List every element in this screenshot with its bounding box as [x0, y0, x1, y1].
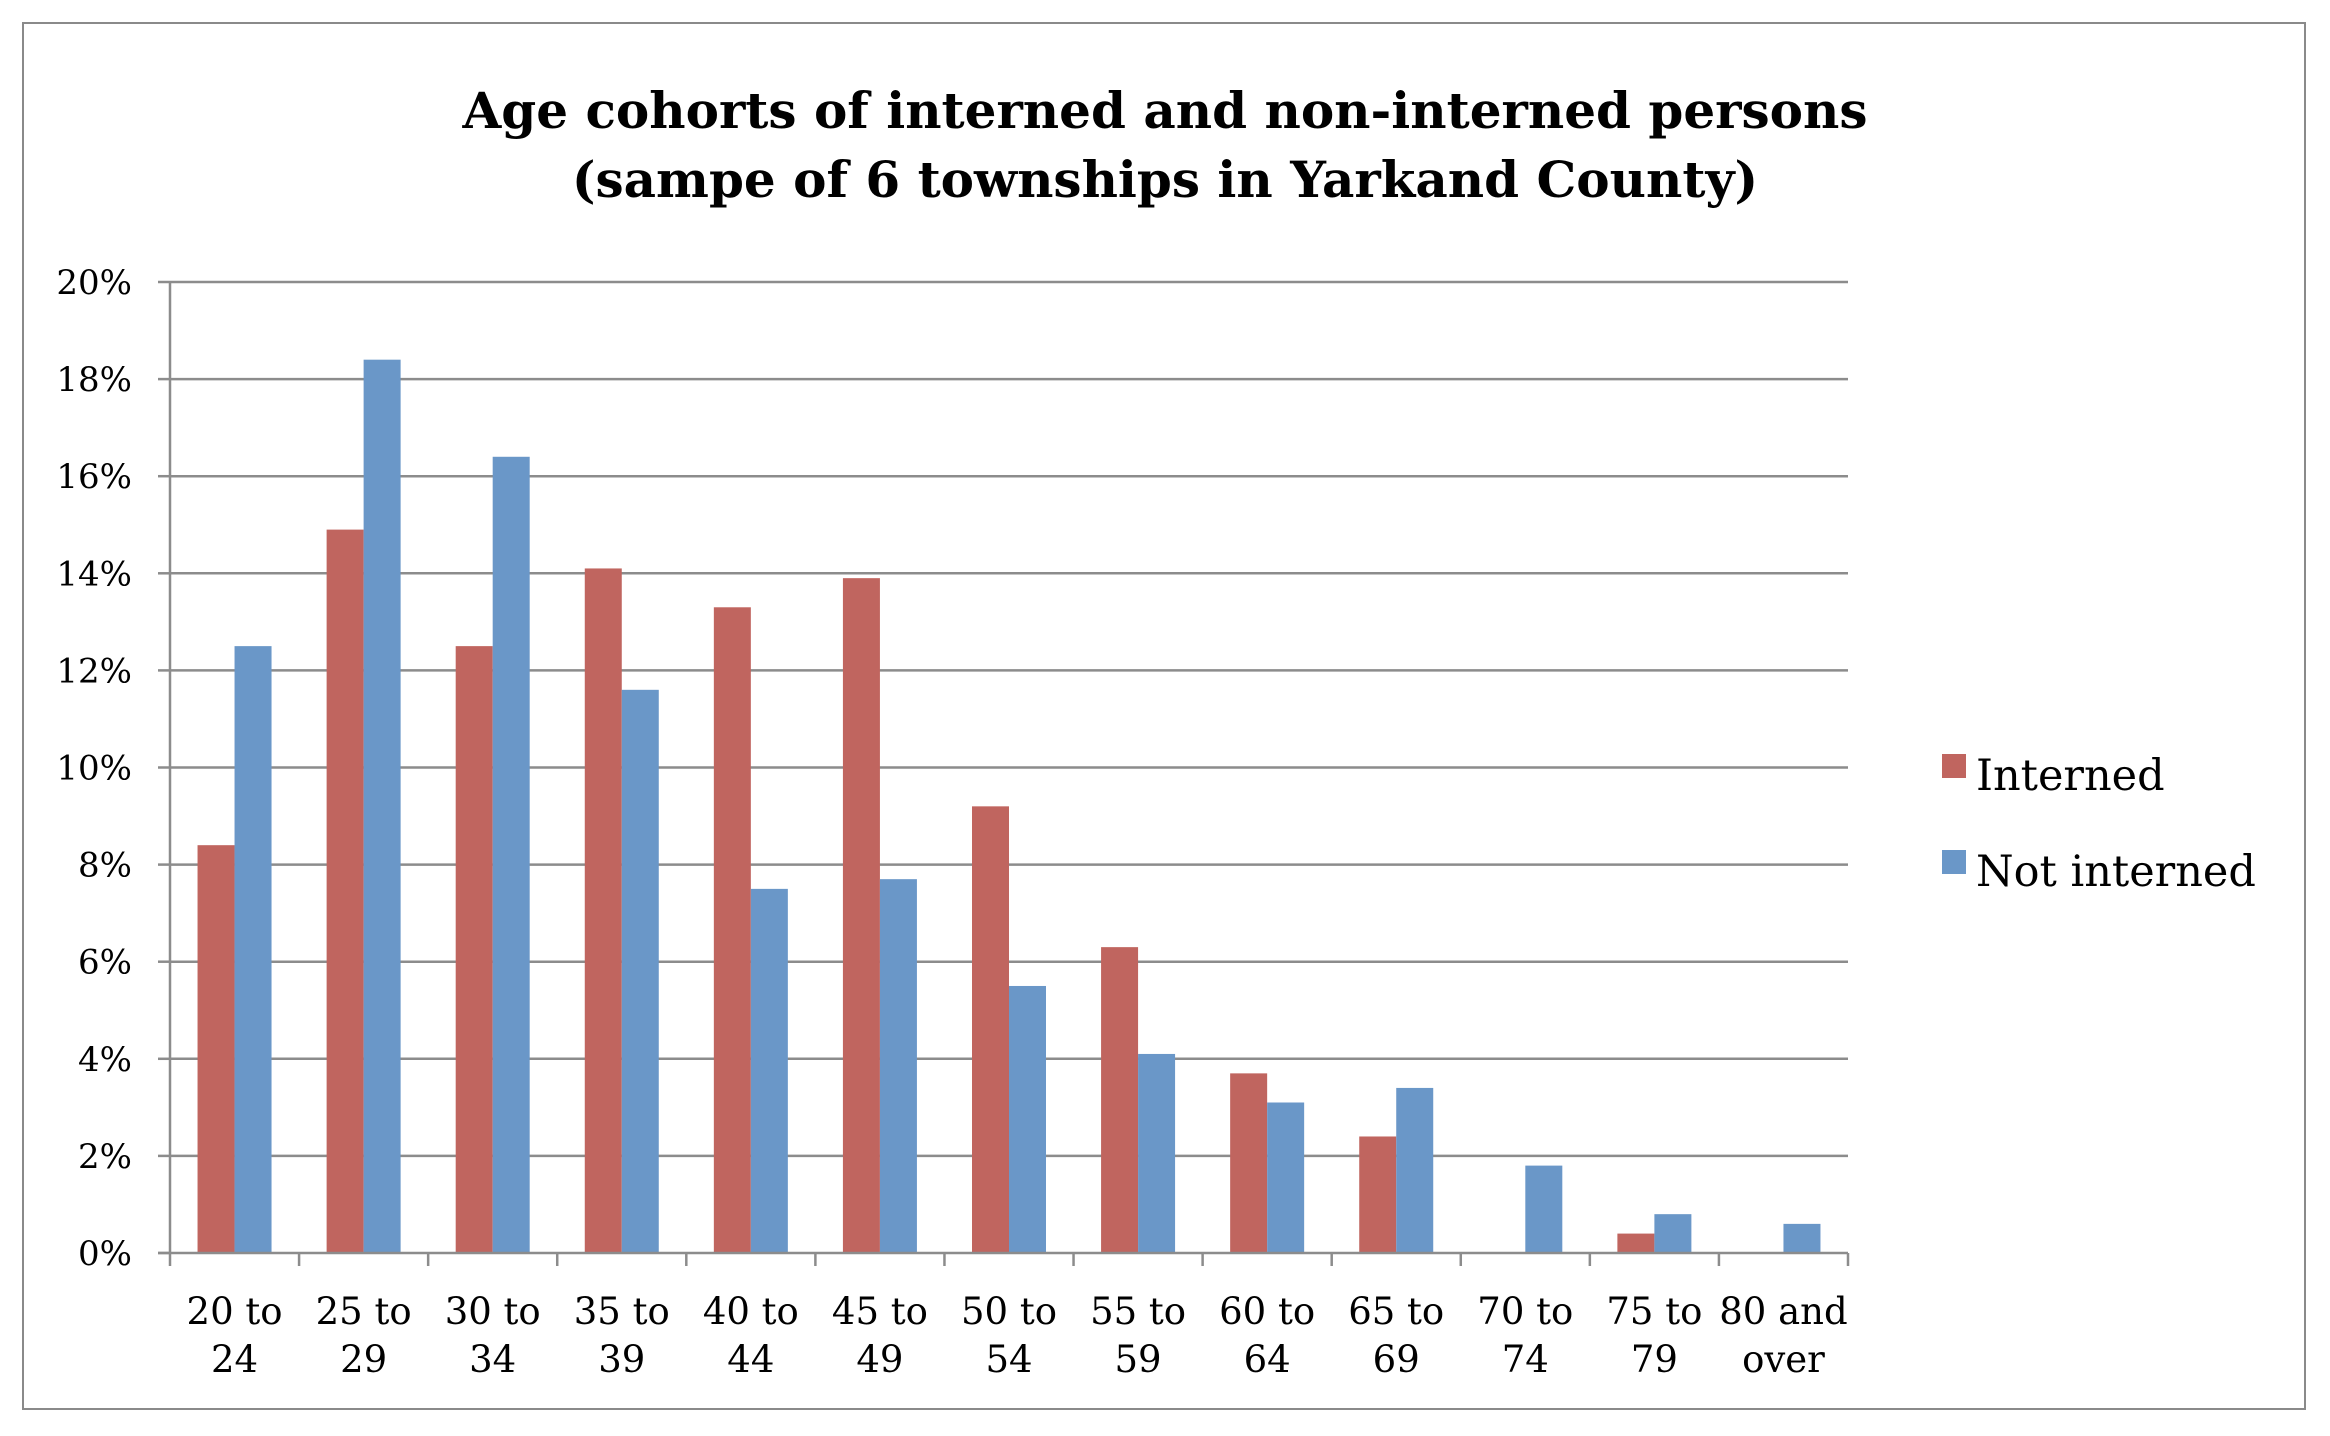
x-tick-label: 50 to: [961, 1290, 1057, 1333]
bar-not-interned: [1267, 1102, 1305, 1253]
y-tick-label: 18%: [56, 360, 132, 400]
x-tick-label: 20 to: [187, 1290, 283, 1333]
bar-not-interned: [879, 879, 917, 1253]
x-tick-label: 69: [1373, 1338, 1420, 1381]
bar-interned: [713, 607, 751, 1253]
bar-not-interned: [234, 646, 272, 1253]
legend-swatch-1: [1942, 850, 1966, 874]
x-tick-label: 74: [1502, 1338, 1549, 1381]
bar-interned: [842, 578, 880, 1253]
bar-not-interned: [1525, 1165, 1563, 1253]
x-tick-label: 24: [211, 1338, 258, 1381]
bar-interned: [1617, 1233, 1655, 1253]
legend: Interned Not interned: [1942, 751, 2256, 897]
bar-not-interned: [363, 359, 401, 1253]
chart-title: Age cohorts of interned and non-interned…: [461, 81, 1867, 209]
bar-interned: [455, 646, 493, 1253]
y-tick-label: 14%: [56, 554, 132, 594]
legend-label-0: Interned: [1976, 751, 2165, 801]
axes: [158, 282, 1850, 1266]
bar-interned: [1359, 1136, 1397, 1253]
x-tick-label: 40 to: [703, 1290, 799, 1333]
y-tick-label: 10%: [56, 749, 132, 789]
bar-not-interned: [1009, 985, 1046, 1253]
x-tick-label: 59: [1115, 1338, 1162, 1381]
y-tick-label: 6%: [78, 943, 132, 983]
bar-interned: [1101, 947, 1139, 1253]
y-tick-label: 16%: [56, 457, 132, 497]
gridlines: [158, 280, 1848, 1255]
x-tick-label: 30 to: [445, 1290, 541, 1333]
bar-not-interned: [750, 888, 788, 1253]
bar-not-interned: [1654, 1214, 1692, 1253]
x-tick-label: 79: [1631, 1338, 1678, 1381]
x-tick-label: 35 to: [574, 1290, 670, 1333]
bar-interned: [197, 845, 235, 1253]
x-tick-label: 80 and: [1719, 1290, 1847, 1333]
x-tick-label: 45 to: [832, 1290, 928, 1333]
x-tick-label: 60 to: [1219, 1290, 1315, 1333]
y-axis-tick-labels: 0% 2% 4% 6% 8% 10% 12% 14% 16% 18% 20%: [56, 263, 132, 1274]
bar-not-interned: [1783, 1223, 1821, 1253]
x-tick-label: 29: [340, 1338, 387, 1381]
legend-swatch-0: [1942, 754, 1966, 778]
x-tick-label: 64: [1244, 1338, 1291, 1381]
bar-not-interned: [1138, 1053, 1176, 1253]
x-tick-label: over: [1742, 1338, 1825, 1381]
x-tick-label: 54: [985, 1338, 1032, 1381]
x-tick-label: 65 to: [1348, 1290, 1444, 1333]
y-tick-label: 8%: [78, 846, 132, 886]
x-tick-label: 25 to: [316, 1290, 412, 1333]
bar-interned: [972, 806, 1009, 1253]
y-tick-label: 2%: [78, 1137, 132, 1177]
chart-title-line-1: Age cohorts of interned and non-interned…: [461, 81, 1867, 140]
bar-interned: [584, 568, 622, 1253]
chart-title-line-2: (sampe of 6 townships in Yarkand County): [572, 150, 1758, 209]
bar-not-interned: [621, 689, 659, 1253]
y-tick-label: 0%: [78, 1234, 132, 1274]
x-axis-tick-labels: 20 to 24 25 to 29 30 to 34 35 to 39 40 to 44 45 to…: [187, 1290, 1848, 1381]
bar-interned: [326, 529, 364, 1253]
bar-not-interned: [1396, 1087, 1434, 1253]
x-tick-label: 39: [598, 1338, 645, 1381]
y-tick-label: 20%: [56, 263, 132, 303]
y-tick-label: 12%: [56, 651, 132, 691]
legend-label-1: Not interned: [1976, 847, 2256, 897]
x-tick-label: 75 to: [1606, 1290, 1702, 1333]
y-tick-label: 4%: [78, 1040, 132, 1080]
x-tick-label: 44: [727, 1338, 774, 1381]
x-tick-label: 49: [856, 1338, 903, 1381]
bars: [197, 359, 1821, 1253]
x-tick-label: 70 to: [1477, 1290, 1573, 1333]
bar-interned: [1230, 1073, 1268, 1253]
x-tick-label: 34: [469, 1338, 516, 1381]
x-tick-label: 55 to: [1090, 1290, 1186, 1333]
bar-not-interned: [492, 456, 530, 1253]
